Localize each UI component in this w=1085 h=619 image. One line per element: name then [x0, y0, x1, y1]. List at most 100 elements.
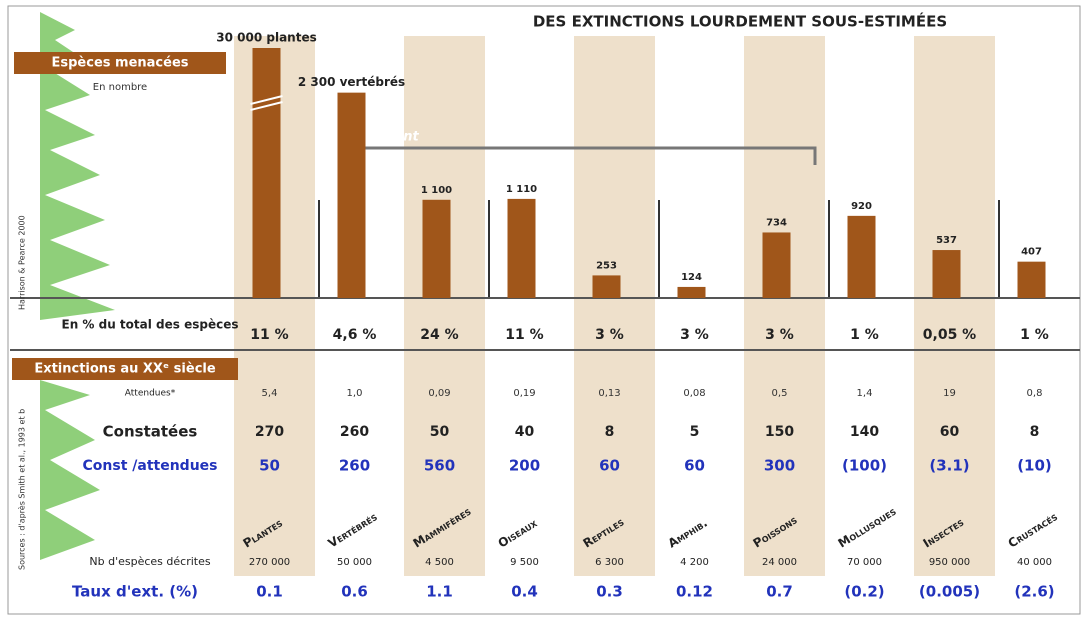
row-label: Taux d'ext. (%): [72, 583, 198, 601]
row-label: Const /attendues: [83, 458, 218, 474]
table-cell: 6 300: [595, 557, 624, 568]
bar: [423, 200, 451, 298]
table-cell: 3 %: [595, 327, 624, 343]
subtitle: En nombre: [93, 82, 147, 93]
table-cell: 0.7: [766, 583, 793, 601]
table-cell: 3 %: [680, 327, 709, 343]
row-label: Constatées: [103, 423, 198, 441]
annotation: dont: [385, 130, 419, 145]
table-cell: 5,4: [262, 388, 278, 399]
section-label: Extinctions au XXᵉ siècle: [34, 362, 216, 377]
section-label: Espèces menacées: [52, 56, 189, 71]
table-cell: 24 000: [762, 557, 797, 568]
table-cell: 140: [850, 424, 879, 440]
table-cell: 0,19: [513, 388, 535, 399]
chart: DES EXTINCTIONS LOURDEMENT SOUS-ESTIMÉES…: [0, 0, 1085, 619]
table-cell: 0,05 %: [923, 327, 976, 343]
table-cell: 24 %: [420, 327, 458, 343]
table-cell: (0.005): [919, 583, 980, 601]
table-cell: 50 000: [337, 557, 372, 568]
value-label: 253: [596, 260, 617, 271]
column-band: [744, 36, 825, 576]
bar: [338, 93, 366, 298]
table-cell: 60: [599, 457, 620, 475]
page: DES EXTINCTIONS LOURDEMENT SOUS-ESTIMÉES…: [0, 0, 1085, 619]
table-cell: 1.1: [426, 583, 453, 601]
row-label: En % du total des espèces: [62, 318, 239, 332]
table-cell: 0.6: [341, 583, 368, 601]
bar: [763, 232, 791, 298]
value-label: 920: [851, 201, 872, 212]
table-cell: 19: [943, 388, 956, 399]
table-cell: 950 000: [929, 557, 970, 568]
table-cell: 270 000: [249, 557, 290, 568]
table-cell: 60: [940, 424, 960, 440]
table-cell: 0.12: [676, 583, 713, 601]
value-label: 1 110: [506, 184, 537, 195]
table-cell: 70 000: [847, 557, 882, 568]
table-cell: (100): [842, 457, 887, 475]
column-band: [404, 36, 485, 576]
table-cell: (10): [1017, 457, 1052, 475]
category-label: Crustacés: [1006, 509, 1061, 550]
table-cell: (0.2): [844, 583, 884, 601]
table-cell: 50: [430, 424, 450, 440]
column-band: [914, 36, 995, 576]
table-cell: 0.3: [596, 583, 623, 601]
category-label: Mollusques: [836, 504, 899, 551]
table-cell: 40: [515, 424, 535, 440]
bar: [678, 287, 706, 298]
bar: [1018, 262, 1046, 298]
row-label: Nb d'espèces décrites: [89, 555, 210, 568]
table-cell: 11 %: [505, 327, 543, 343]
column-band: [574, 36, 655, 576]
table-cell: 200: [509, 457, 540, 475]
table-cell: 60: [684, 457, 705, 475]
value-label: 30 000 plantes: [216, 31, 316, 45]
table-cell: 0.1: [256, 583, 283, 601]
category-label: Vertébrés: [326, 509, 380, 550]
chart-title: DES EXTINCTIONS LOURDEMENT SOUS-ESTIMÉES: [533, 12, 947, 31]
bar: [593, 275, 621, 298]
table-cell: 270: [255, 424, 284, 440]
table-cell: 150: [765, 424, 794, 440]
row-label: Attendues*: [125, 389, 176, 399]
table-cell: (3.1): [929, 457, 969, 475]
table-cell: 5: [690, 424, 700, 440]
bar: [508, 199, 536, 298]
table-cell: 40 000: [1017, 557, 1052, 568]
table-cell: (2.6): [1014, 583, 1054, 601]
value-label: 734: [766, 217, 787, 228]
table-cell: 4 200: [680, 557, 709, 568]
table-cell: 8: [1030, 424, 1040, 440]
source: Sources : d'après Smith et al., 1993 et …: [17, 409, 27, 570]
value-label: 2 300 vertébrés: [298, 75, 405, 89]
table-cell: 11 %: [250, 327, 288, 343]
table-cell: 560: [424, 457, 455, 475]
source: Harrison & Pearce 2000: [18, 215, 27, 310]
table-cell: 1 %: [1020, 327, 1049, 343]
table-cell: 0,5: [772, 388, 788, 399]
table-cell: 9 500: [510, 557, 539, 568]
table-cell: 0,8: [1027, 388, 1043, 399]
table-cell: 0,09: [428, 388, 450, 399]
table-cell: 1,0: [347, 388, 363, 399]
table-cell: 4 500: [425, 557, 454, 568]
value-label: 407: [1021, 247, 1042, 258]
table-cell: 260: [340, 424, 369, 440]
value-label: 537: [936, 235, 957, 246]
value-label: 1 100: [421, 185, 452, 196]
value-label: 124: [681, 272, 702, 283]
table-cell: 4,6 %: [333, 327, 377, 343]
table-cell: 0.4: [511, 583, 538, 601]
table-cell: 0,13: [598, 388, 620, 399]
category-label: Oiseaux: [496, 515, 541, 550]
table-cell: 260: [339, 457, 370, 475]
table-cell: 1 %: [850, 327, 879, 343]
bar: [933, 250, 961, 298]
table-cell: 50: [259, 457, 280, 475]
bar: [848, 216, 876, 298]
table-cell: 8: [605, 424, 615, 440]
table-cell: 0,08: [683, 388, 705, 399]
table-cell: 1,4: [857, 388, 873, 399]
